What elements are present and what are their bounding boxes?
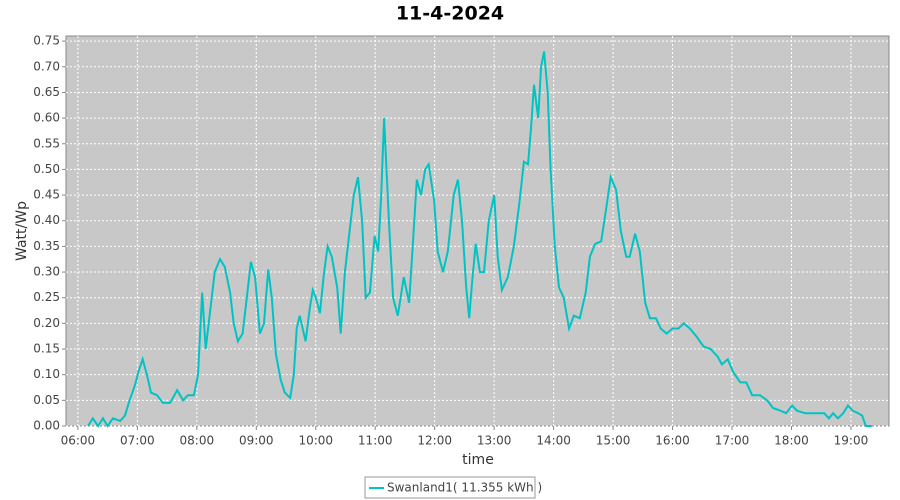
x-tick-label: 14:00 — [536, 434, 571, 448]
y-tick-label: 0.60 — [33, 111, 60, 125]
y-tick-label: 0.40 — [33, 213, 60, 227]
x-axis-label: time — [462, 452, 494, 468]
y-axis-label: Watt/Wp — [14, 201, 30, 261]
x-tick-label: 17:00 — [715, 434, 750, 448]
legend-label: Swanland1( 11.355 kWh ) — [387, 481, 542, 495]
y-tick-label: 0.30 — [33, 265, 60, 279]
y-tick-label: 0.10 — [33, 367, 60, 381]
y-tick-label: 0.75 — [33, 34, 60, 48]
y-tick-label: 0.05 — [33, 393, 60, 407]
y-tick-label: 0.55 — [33, 136, 60, 150]
y-tick-label: 0.45 — [33, 188, 60, 202]
y-tick-label: 0.15 — [33, 342, 60, 356]
x-tick-label: 13:00 — [477, 434, 512, 448]
chart-title: 11-4-2024 — [396, 3, 504, 25]
y-tick-label: 0.70 — [33, 59, 60, 73]
y-tick-label: 0.35 — [33, 239, 60, 253]
x-tick-label: 08:00 — [180, 434, 215, 448]
x-tick-label: 19:00 — [834, 434, 869, 448]
y-tick-label: 0.50 — [33, 162, 60, 176]
y-tick-label: 0.00 — [33, 419, 60, 433]
x-tick-label: 09:00 — [239, 434, 274, 448]
y-tick-label: 0.25 — [33, 290, 60, 304]
x-tick-label: 12:00 — [417, 434, 452, 448]
x-tick-label: 06:00 — [61, 434, 96, 448]
y-tick-label: 0.20 — [33, 316, 60, 330]
x-tick-label: 18:00 — [774, 434, 809, 448]
x-tick-label: 11:00 — [358, 434, 393, 448]
x-tick-label: 10:00 — [298, 434, 333, 448]
x-tick-label: 15:00 — [596, 434, 631, 448]
y-tick-label: 0.65 — [33, 85, 60, 99]
x-tick-label: 16:00 — [655, 434, 690, 448]
line — [87, 51, 872, 428]
plot-area — [65, 35, 890, 427]
x-tick-label: 07:00 — [120, 434, 155, 448]
legend-box — [364, 476, 536, 499]
